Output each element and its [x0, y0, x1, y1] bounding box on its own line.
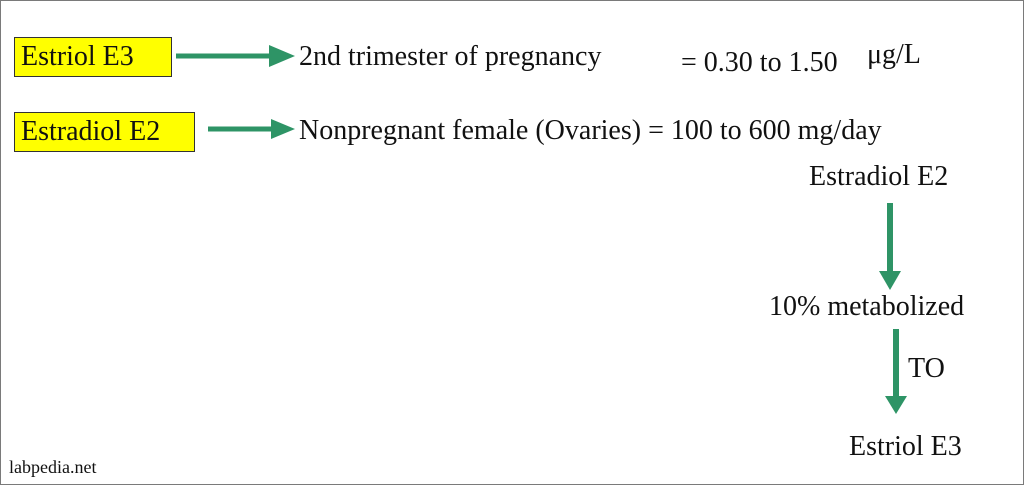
watermark: labpedia.net — [9, 457, 97, 477]
arrow-right-estradiol — [208, 119, 295, 139]
flow-start: Estradiol E2 — [809, 161, 949, 192]
flow-connector: TO — [908, 353, 945, 384]
arrow-down-to-estriol — [885, 329, 907, 414]
flow-middle: 10% metabolized — [769, 291, 965, 322]
estradiol-description: Nonpregnant female (Ovaries) = 100 to 60… — [299, 115, 882, 146]
arrow-down-to-metabolized — [879, 203, 901, 290]
flow-end: Estriol E3 — [849, 431, 962, 462]
arrow-right-estriol — [176, 45, 295, 67]
estriol-description: 2nd trimester of pregnancy — [299, 41, 602, 72]
estriol-value: = 0.30 to 1.50 — [681, 47, 838, 78]
estriol-e3-label: Estriol E3 — [14, 37, 172, 77]
estradiol-e2-label: Estradiol E2 — [14, 112, 195, 152]
estriol-unit: μg/L — [867, 39, 921, 70]
